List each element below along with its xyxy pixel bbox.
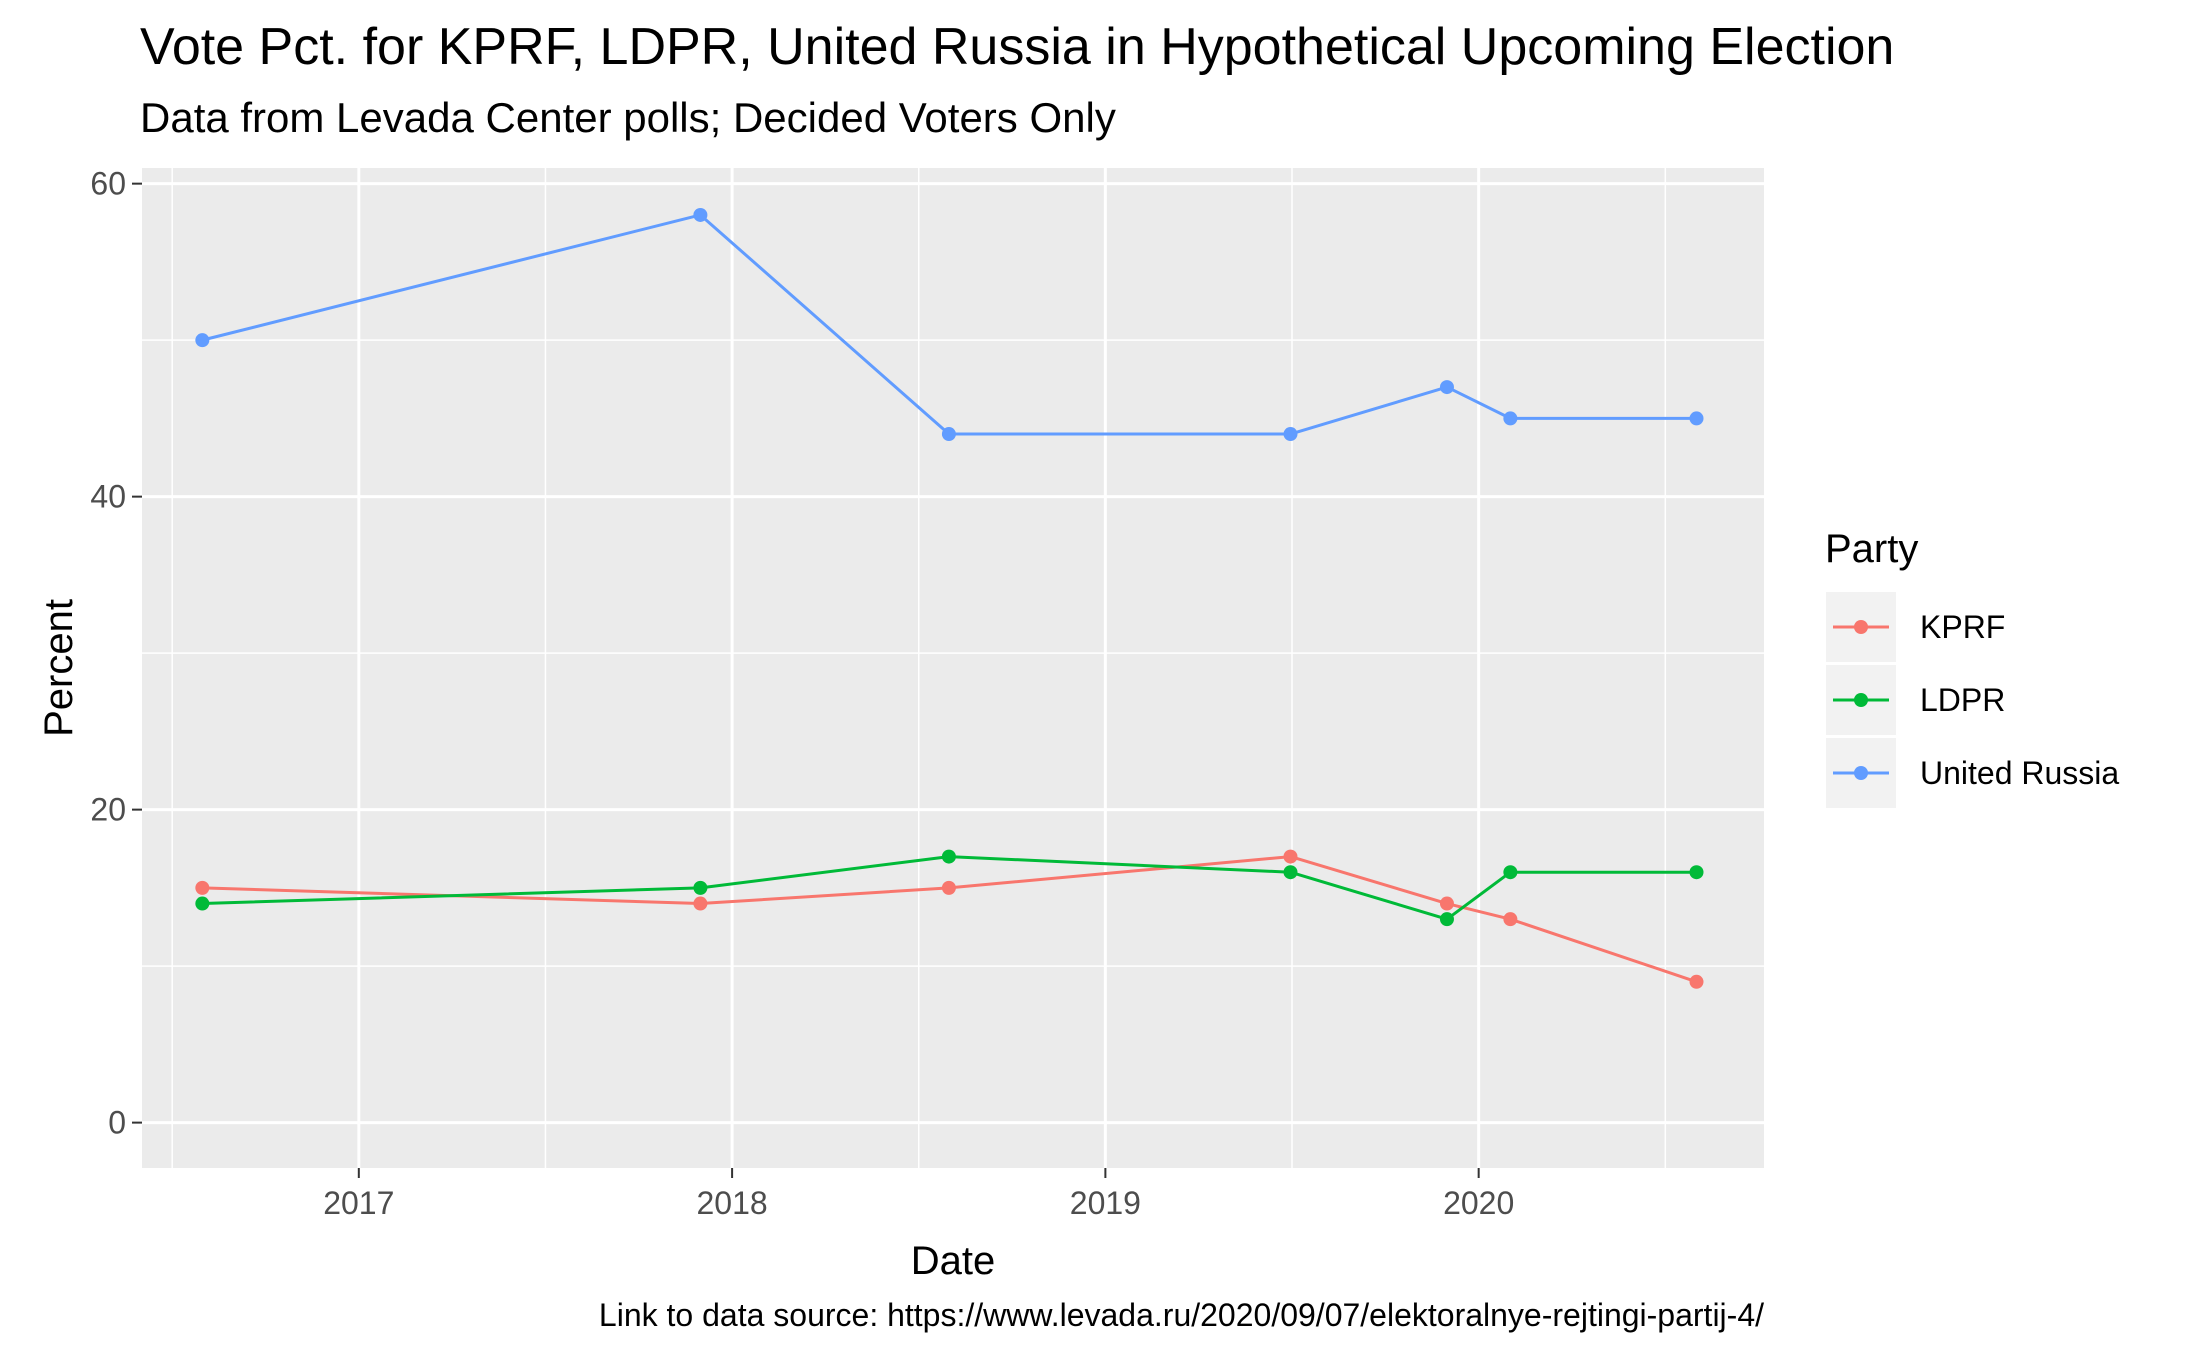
- series-united-russia: [195, 207, 1704, 442]
- x-tick-label: 2019: [1070, 1185, 1141, 1221]
- legend-item-kprf: KPRF: [1826, 592, 2005, 662]
- series-layer: [195, 207, 1704, 989]
- x-tick-label: 2018: [697, 1185, 768, 1221]
- chart-subtitle: Data from Levada Center polls; Decided V…: [140, 94, 1116, 141]
- data-point-ldpr: [1283, 865, 1298, 880]
- legend-label: KPRF: [1920, 609, 2005, 645]
- data-point-united-russia: [941, 427, 956, 442]
- data-point-kprf: [1689, 974, 1704, 989]
- axis-ticks: [132, 182, 1480, 1178]
- data-point-ldpr: [195, 896, 210, 911]
- legend-key-point: [1854, 620, 1868, 634]
- data-point-kprf: [1439, 896, 1454, 911]
- legend: Party KPRF LDPR United Russia: [1825, 527, 2119, 808]
- caption: Link to data source: https://www.levada.…: [599, 1297, 1764, 1333]
- legend-key-point: [1854, 693, 1868, 707]
- series-ldpr: [195, 849, 1704, 927]
- data-point-kprf: [1283, 849, 1298, 864]
- x-tick-label: 2017: [323, 1185, 394, 1221]
- legend-item-ldpr: LDPR: [1826, 665, 2005, 735]
- grid-major: [142, 168, 1764, 1168]
- y-axis-title: Percent: [37, 599, 81, 737]
- x-axis-title: Date: [911, 1239, 996, 1283]
- data-point-kprf: [693, 896, 708, 911]
- grid-minor: [142, 168, 1764, 1168]
- legend-key-point: [1854, 766, 1868, 780]
- legend-label: LDPR: [1920, 682, 2005, 718]
- legend-title: Party: [1825, 527, 1918, 571]
- legend-item-united-russia: United Russia: [1826, 738, 2119, 808]
- data-point-united-russia: [693, 207, 708, 222]
- data-point-united-russia: [1283, 427, 1298, 442]
- data-point-kprf: [195, 880, 210, 895]
- data-point-ldpr: [693, 880, 708, 895]
- data-point-united-russia: [195, 333, 210, 348]
- data-point-ldpr: [1689, 865, 1704, 880]
- data-point-united-russia: [1689, 411, 1704, 426]
- data-point-ldpr: [1439, 912, 1454, 927]
- y-tick-label: 0: [108, 1105, 126, 1141]
- series-kprf: [195, 849, 1704, 989]
- tick-labels: 0 20 40 60 2017 2018 2019 2020: [90, 166, 1514, 1221]
- data-point-united-russia: [1439, 380, 1454, 395]
- data-point-ldpr: [941, 849, 956, 864]
- data-point-united-russia: [1503, 411, 1518, 426]
- data-point-kprf: [941, 880, 956, 895]
- x-tick-label: 2020: [1443, 1185, 1514, 1221]
- chart-title: Vote Pct. for KPRF, LDPR, United Russia …: [140, 18, 1894, 76]
- y-tick-label: 40: [90, 479, 126, 515]
- plot-panel: [142, 168, 1764, 1168]
- y-tick-label: 60: [90, 166, 126, 202]
- data-point-ldpr: [1503, 865, 1518, 880]
- legend-label: United Russia: [1920, 755, 2119, 791]
- y-tick-label: 20: [90, 792, 126, 828]
- data-point-kprf: [1503, 912, 1518, 927]
